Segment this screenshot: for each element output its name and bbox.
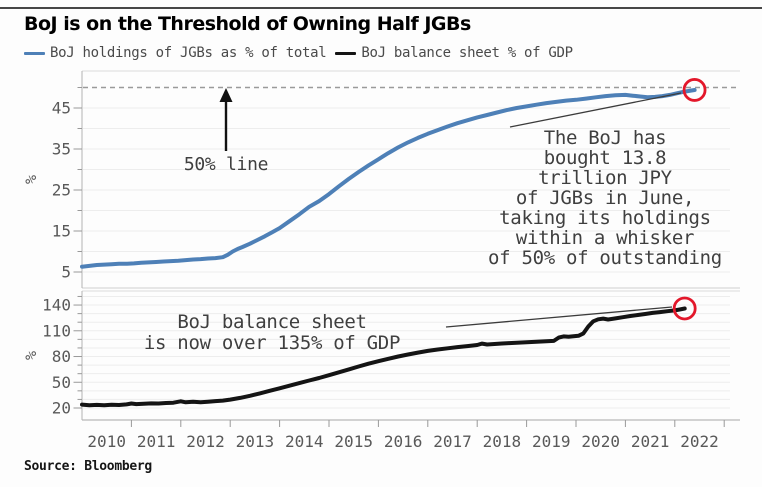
svg-text:2013: 2013: [236, 432, 275, 451]
svg-text:140: 140: [42, 296, 71, 315]
annotation-boj-june-purchases: The BoJ has bought 13.8 trillion JPY of …: [488, 127, 722, 269]
svg-text:2014: 2014: [285, 432, 324, 451]
legend-swatch-black: [335, 51, 357, 55]
top-border-rule: [0, 7, 762, 9]
svg-text:%: %: [22, 175, 40, 184]
svg-text:%: %: [22, 351, 40, 360]
svg-text:2022: 2022: [680, 432, 719, 451]
svg-text:2015: 2015: [334, 432, 373, 451]
legend-swatch-blue: [24, 51, 45, 55]
svg-text:80: 80: [52, 347, 71, 366]
legend-label-jgb-holdings: BoJ holdings of JGBs as % of total: [50, 45, 327, 61]
svg-text:20: 20: [52, 399, 71, 418]
page-title: BoJ is on the Threshold of Owning Half J…: [24, 13, 471, 35]
annotation-50-percent-line: 50% line: [183, 154, 269, 175]
svg-text:2018: 2018: [483, 432, 522, 451]
svg-text:2016: 2016: [384, 432, 423, 451]
legend-label-balance-sheet: BoJ balance sheet % of GDP: [361, 45, 573, 61]
legend-item-jgb-holdings: BoJ holdings of JGBs as % of total: [24, 45, 327, 61]
legend: BoJ holdings of JGBs as % of total BoJ b…: [24, 44, 573, 62]
svg-text:25: 25: [52, 181, 71, 200]
annotation-balance-sheet-gdp: BoJ balance sheet is now over 135% of GD…: [143, 311, 401, 354]
legend-item-balance-sheet: BoJ balance sheet % of GDP: [335, 45, 573, 61]
svg-text:45: 45: [52, 99, 71, 118]
svg-text:2010: 2010: [87, 432, 126, 451]
svg-text:2011: 2011: [137, 432, 176, 451]
svg-text:110: 110: [42, 321, 71, 340]
svg-text:35: 35: [52, 140, 71, 159]
svg-text:50: 50: [52, 373, 71, 392]
source-label: Source: Bloomberg: [24, 459, 152, 474]
svg-text:5: 5: [61, 263, 71, 282]
svg-text:2012: 2012: [186, 432, 225, 451]
svg-text:2021: 2021: [631, 432, 670, 451]
svg-text:15: 15: [52, 222, 71, 241]
svg-text:2017: 2017: [433, 432, 472, 451]
svg-text:2019: 2019: [532, 432, 571, 451]
svg-text:2020: 2020: [581, 432, 620, 451]
